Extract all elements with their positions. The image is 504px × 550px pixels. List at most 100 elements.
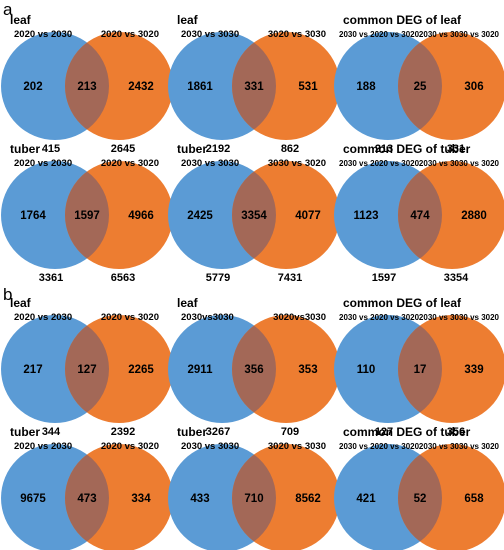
right-set-total: 7431 — [278, 272, 302, 284]
venn-panel: tuber 2020 vs 2030 2020 vs 3020 1764 1597 496… — [1, 142, 173, 284]
left-set-total: 1597 — [372, 272, 396, 284]
left-set-label: 2030vs3030 — [181, 312, 234, 323]
overlap-count: 17 — [414, 364, 427, 376]
right-set-label: 2030 vs 3030 vs 3020 — [419, 442, 500, 451]
left-set-total: 127 — [375, 426, 393, 438]
panel-title: common DEG of tuber — [343, 425, 471, 439]
overlap-count: 356 — [244, 364, 263, 376]
left-set-label: 2030 vs 2020 vs 3020 — [339, 159, 420, 168]
venn-panel: leaf 2020 vs 2030 2020 vs 3020 217 127 2265 34… — [1, 296, 173, 438]
left-set-label: 2030 vs 2020 vs 3020 — [339, 30, 420, 39]
right-only-count: 306 — [464, 81, 483, 93]
left-only-count: 1123 — [354, 210, 379, 222]
panel-title: tuber — [177, 425, 207, 439]
venn-panel: leaf 2020 vs 2030 2020 vs 3020 202 213 2432 41… — [1, 13, 173, 155]
right-only-count: 8562 — [295, 493, 321, 505]
overlap-count: 213 — [77, 81, 96, 93]
section-letter: a — [3, 0, 13, 19]
venn-panel: common DEG of tuber 2030 vs 2020 vs 3020 2… — [334, 142, 504, 284]
left-only-count: 2425 — [187, 210, 213, 222]
overlap-count: 474 — [410, 210, 430, 222]
right-only-count: 334 — [131, 493, 151, 505]
panel-title: tuber — [10, 425, 40, 439]
venn-panel: leaf 2030 vs 3030 3020 vs 3030 1861 331 531 21… — [168, 13, 340, 155]
overlap-region — [65, 171, 109, 259]
overlap-region — [65, 42, 109, 130]
panel-title: leaf — [10, 296, 32, 310]
left-set-total: 344 — [42, 426, 61, 438]
left-set-total: 5779 — [206, 272, 230, 284]
left-set-label: 2020 vs 2030 — [14, 441, 72, 452]
left-set-total: 3267 — [206, 426, 230, 438]
left-set-total: 2192 — [206, 143, 230, 155]
right-set-total: 3354 — [444, 272, 469, 284]
right-set-total: 331 — [447, 143, 465, 155]
panel-title: common DEG of tuber — [343, 142, 471, 156]
right-only-count: 4077 — [295, 210, 321, 222]
right-only-count: 531 — [298, 81, 318, 93]
overlap-region — [65, 325, 109, 413]
right-only-count: 339 — [464, 364, 483, 376]
venn-panel: tuber 2030 vs 3030 3030 vs 3020 2425 3354 407… — [168, 142, 340, 284]
overlap-count: 3354 — [241, 210, 267, 222]
left-only-count: 433 — [190, 493, 209, 505]
panel-title: common DEG of leaf — [343, 13, 462, 27]
overlap-region — [232, 454, 276, 542]
right-set-label: 2020 vs 3020 — [101, 441, 159, 452]
overlap-count: 1597 — [74, 210, 100, 222]
left-set-label: 2020 vs 2030 — [14, 29, 72, 40]
right-only-count: 2265 — [128, 364, 154, 376]
overlap-count: 710 — [244, 493, 263, 505]
overlap-region — [398, 42, 442, 130]
right-set-total: 6563 — [111, 272, 135, 284]
right-set-label: 2020 vs 3020 — [101, 312, 159, 323]
venn-panel: common DEG of tuber 2030 vs 2020 vs 3020 2… — [334, 425, 504, 550]
panel-title: leaf — [177, 13, 199, 27]
section-letter: b — [3, 285, 12, 304]
overlap-region — [232, 171, 276, 259]
right-set-total: 862 — [281, 143, 299, 155]
overlap-region — [232, 42, 276, 130]
panel-title: leaf — [177, 296, 199, 310]
left-only-count: 217 — [23, 364, 42, 376]
right-set-label: 2020 vs 3020 — [101, 29, 159, 40]
right-set-label: 3020vs3030 — [273, 312, 326, 323]
overlap-count: 127 — [77, 364, 96, 376]
right-set-total: 709 — [281, 426, 299, 438]
right-set-total: 2645 — [111, 143, 135, 155]
venn-panel: common DEG of leaf 2030 vs 2020 vs 3020 20… — [334, 296, 504, 438]
left-only-count: 2911 — [188, 364, 214, 376]
panel-title: tuber — [177, 142, 207, 156]
right-set-label: 2020 vs 3020 — [101, 158, 159, 169]
left-only-count: 188 — [356, 81, 376, 93]
right-set-label: 3020 vs 3030 — [268, 29, 326, 40]
panel-title: common DEG of leaf — [343, 296, 462, 310]
overlap-region — [232, 325, 276, 413]
right-only-count: 4966 — [128, 210, 154, 222]
right-only-count: 353 — [298, 364, 317, 376]
left-set-total: 213 — [375, 143, 393, 155]
overlap-region — [398, 325, 442, 413]
left-only-count: 9675 — [20, 493, 46, 505]
left-set-label: 2030 vs 2020 vs 3020 — [339, 442, 420, 451]
right-set-total: 2392 — [111, 426, 135, 438]
left-set-total: 3361 — [39, 272, 63, 284]
overlap-region — [398, 171, 442, 259]
left-only-count: 1764 — [20, 210, 46, 222]
right-set-label: 2030 vs 3030 vs 3020 — [419, 30, 500, 39]
left-set-label: 2030 vs 3030 — [181, 441, 239, 452]
right-set-label: 3020 vs 3030 — [268, 441, 326, 452]
panel-title: leaf — [10, 13, 32, 27]
left-set-label: 2030 vs 3030 — [181, 158, 239, 169]
left-only-count: 421 — [356, 493, 376, 505]
left-set-label: 2020 vs 2030 — [14, 312, 72, 323]
venn-panel: leaf 2030vs3030 3020vs3030 2911 356 353 3267 70… — [168, 296, 340, 438]
overlap-count: 25 — [414, 81, 427, 93]
venn-panel: common DEG of leaf 2030 vs 2020 vs 3020 20… — [334, 13, 504, 155]
overlap-count: 473 — [77, 493, 96, 505]
